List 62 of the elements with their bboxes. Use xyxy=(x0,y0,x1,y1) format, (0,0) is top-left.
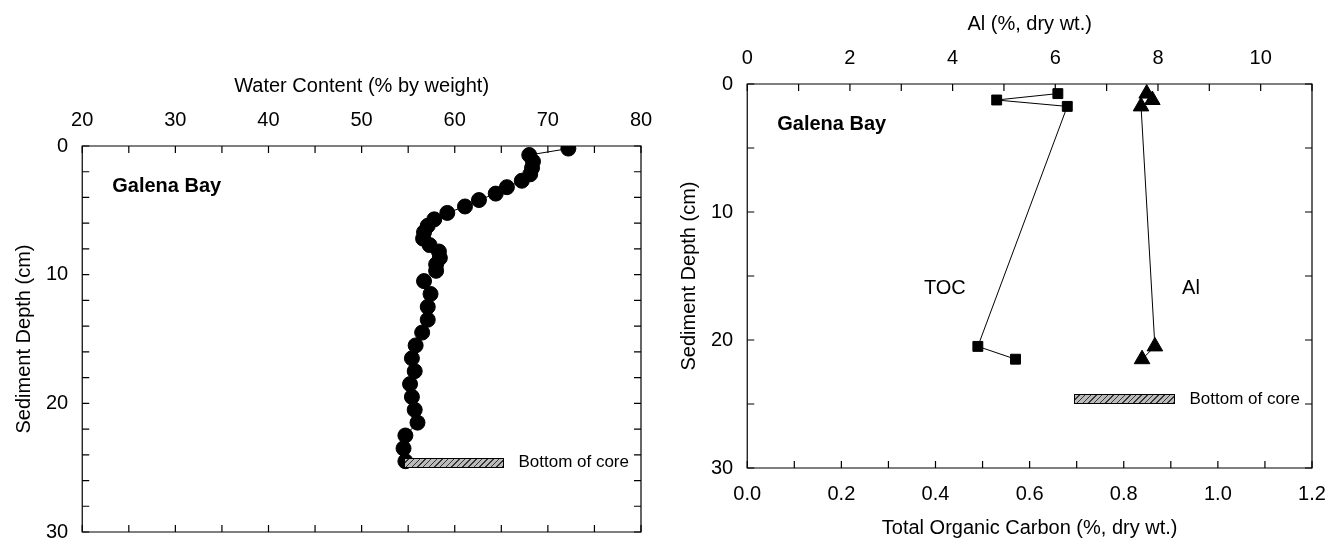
x-tick-label: 80 xyxy=(629,107,653,130)
x2-axis-title: Al (%, dry wt.) xyxy=(967,11,1092,34)
x-tick-label: 20 xyxy=(71,107,94,130)
x2-tick-label: 8 xyxy=(1152,45,1164,68)
y-tick-label: 30 xyxy=(711,455,734,478)
point xyxy=(991,94,1003,106)
y-tick-label: 20 xyxy=(46,390,69,413)
point xyxy=(403,350,420,367)
annotation: Galena Bay xyxy=(112,173,223,196)
point xyxy=(422,285,439,302)
x-tick-label: 70 xyxy=(536,107,559,130)
x-tick-label: 0.2 xyxy=(827,481,856,504)
point xyxy=(395,440,412,457)
x2-tick-label: 6 xyxy=(1049,45,1061,68)
y-tick-label: 20 xyxy=(711,327,734,350)
point xyxy=(419,298,436,315)
point xyxy=(513,172,530,189)
point xyxy=(406,363,423,380)
point xyxy=(397,427,414,444)
x-tick-label: 1.2 xyxy=(1298,481,1326,504)
point xyxy=(487,185,504,202)
x-tick-label: 60 xyxy=(443,107,466,130)
annotation: Galena Bay xyxy=(777,111,888,134)
y-tick-label: 10 xyxy=(711,199,734,222)
x-tick-label: 0.8 xyxy=(1109,481,1138,504)
point xyxy=(1061,100,1073,112)
point xyxy=(1010,353,1021,365)
y-tick-label: 0 xyxy=(57,133,69,156)
x-tick-label: 1.0 xyxy=(1203,481,1232,504)
x-tick-label: 0.4 xyxy=(921,481,950,504)
x2-tick-label: 0 xyxy=(741,45,753,68)
x-axis-title: Total Organic Carbon (%, dry wt.) xyxy=(881,515,1178,538)
y-axis-title: Sediment Depth (cm) xyxy=(676,181,699,371)
point xyxy=(409,414,426,431)
series-label: TOC xyxy=(923,275,966,298)
y-tick-label: 10 xyxy=(46,262,69,285)
x2-tick-label: 2 xyxy=(844,45,856,68)
point xyxy=(407,337,424,354)
point xyxy=(419,311,436,328)
series-label: Al xyxy=(1182,275,1200,298)
x2-tick-label: 4 xyxy=(947,45,959,68)
point xyxy=(414,324,431,341)
y-tick-label: 0 xyxy=(722,71,734,94)
point xyxy=(972,340,984,352)
x2-tick-label: 10 xyxy=(1249,45,1272,68)
x-tick-label: 50 xyxy=(350,107,373,130)
x-axis-title: Water Content (% by weight) xyxy=(234,73,490,96)
point xyxy=(403,388,420,405)
point xyxy=(406,401,423,418)
x-tick-label: 0.6 xyxy=(1015,481,1044,504)
x-tick-label: 40 xyxy=(257,107,280,130)
annotation: Bottom of core xyxy=(1189,388,1300,408)
x-tick-label: 0.0 xyxy=(733,481,762,504)
point xyxy=(470,192,487,209)
point xyxy=(456,198,473,215)
y-axis-title: Sediment Depth (cm) xyxy=(11,244,34,434)
x-tick-label: 30 xyxy=(164,107,187,130)
point xyxy=(416,273,433,290)
y-tick-label: 30 xyxy=(46,519,69,542)
annotation: Bottom of core xyxy=(518,452,629,472)
point xyxy=(1052,88,1064,100)
point xyxy=(439,204,456,221)
